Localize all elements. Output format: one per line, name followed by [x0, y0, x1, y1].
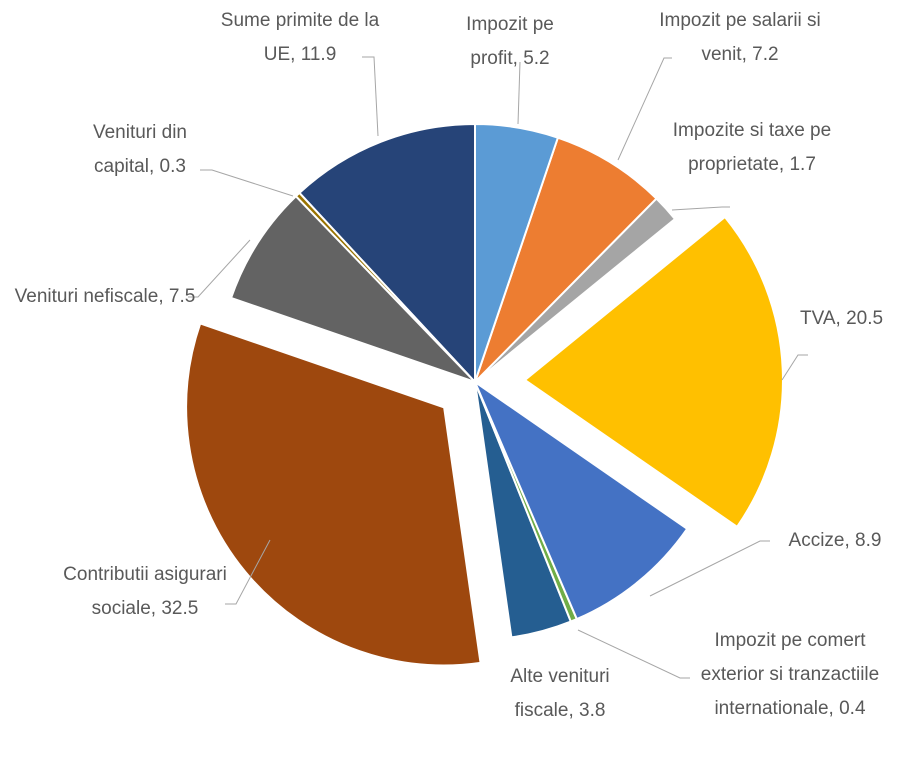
label-value: 11.9 [300, 44, 337, 65]
label-category: Impozit pe profit [466, 14, 554, 69]
pie-slice [298, 122, 476, 385]
data-label: Impozit pe salarii si venit, 7.2 [650, 4, 830, 72]
label-value: 5.2 [523, 48, 550, 69]
label-value: 32.5 [161, 598, 199, 619]
label-category: Impozit pe comert exterior si tranzactii… [700, 630, 880, 719]
label-value: 8.9 [855, 530, 882, 551]
leader-line [200, 169, 294, 197]
label-category: Contributii asigurari sociale [63, 564, 227, 619]
data-label: TVA, 20.5 [800, 302, 884, 336]
data-label: Venituri din capital, 0.3 [70, 116, 210, 184]
data-label: Impozit pe comert exterior si tranzactii… [690, 624, 890, 726]
data-label: Contributii asigurari sociale, 32.5 [60, 558, 230, 626]
label-category: Venituri nefiscale [14, 286, 159, 307]
data-label: Sume primite de la UE, 11.9 [210, 4, 390, 72]
leader-line [517, 61, 521, 125]
label-value: 0.4 [839, 698, 866, 719]
label-separator: , [835, 308, 847, 329]
leader-line [649, 540, 770, 597]
label-value: 1.7 [789, 154, 816, 175]
label-category: Impozit pe salarii si venit [659, 10, 821, 65]
label-category: Impozite si taxe pe proprietate [672, 120, 832, 175]
label-category: TVA [800, 308, 836, 329]
label-separator: , [148, 156, 160, 177]
label-value: 20.5 [846, 308, 884, 329]
leader-line [781, 354, 808, 381]
label-value: 7.2 [752, 44, 779, 65]
leader-line [362, 56, 379, 137]
label-category: Alte venituri fiscale [510, 666, 610, 721]
leader-line [671, 206, 730, 211]
label-value: 7.5 [168, 286, 196, 307]
pie-slice [523, 215, 784, 529]
label-separator: , [741, 44, 753, 65]
data-label: Accize, 8.9 [770, 524, 898, 558]
data-label: Alte venituri fiscale, 3.8 [485, 660, 635, 728]
pie-slice [474, 122, 560, 383]
label-separator: , [290, 44, 301, 65]
label-separator: , [512, 48, 524, 69]
label-separator: , [778, 154, 790, 175]
label-separator: , [844, 530, 856, 551]
data-label: Impozite si taxe pe proprietate, 1.7 [672, 114, 832, 182]
pie-slice [474, 136, 658, 383]
label-separator: , [158, 286, 169, 307]
pie-slice [185, 322, 482, 667]
label-category: Accize [788, 530, 845, 551]
leader-line [225, 539, 271, 605]
leader-line [617, 57, 672, 161]
label-separator: , [828, 698, 840, 719]
pie-slice [229, 194, 476, 383]
label-separator: , [568, 700, 579, 721]
leader-line [577, 629, 690, 679]
label-value: 0.3 [159, 156, 186, 177]
leader-line [188, 239, 251, 298]
label-category: Venituri din capital [92, 122, 187, 177]
data-label: Impozit pe profit, 5.2 [425, 8, 595, 76]
label-value: 3.8 [579, 700, 606, 721]
label-separator: , [150, 598, 162, 619]
data-label: Venituri nefiscale, 7.5 [10, 280, 200, 314]
label-category: Sume primite de la UE [220, 10, 380, 65]
pie-slice [472, 379, 689, 621]
